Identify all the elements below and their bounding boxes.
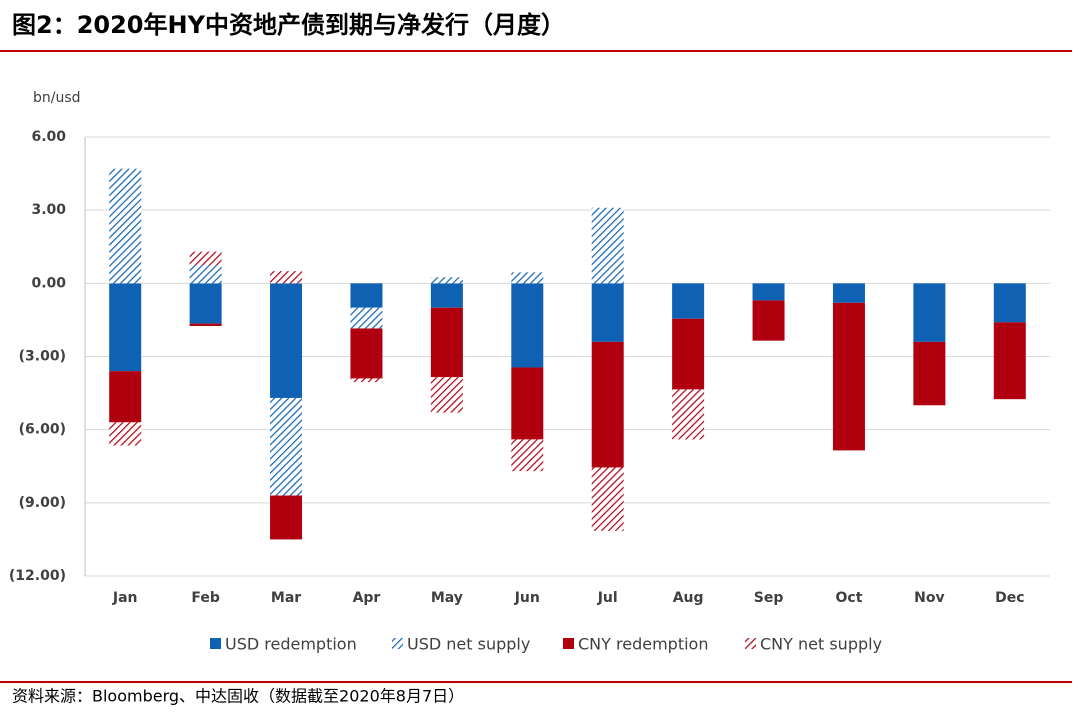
- bar-segment: [913, 283, 946, 342]
- x-tick-label: Jan: [112, 590, 138, 606]
- chart-title: 图2：2020年HY中资地产债到期与净发行（月度）: [12, 11, 565, 39]
- y-tick-label: (6.00): [19, 422, 66, 438]
- y-tick-label: 3.00: [31, 202, 66, 218]
- bar-segment: [430, 307, 463, 378]
- y-axis-label: bn/usd: [33, 90, 81, 106]
- bar-segment: [189, 251, 222, 266]
- legend-swatch: [563, 638, 574, 649]
- bar-segment: [591, 341, 624, 468]
- bar-segment: [672, 318, 705, 390]
- legend-swatch: [210, 638, 221, 649]
- x-tick-label: Oct: [836, 590, 863, 606]
- bar-segment: [430, 277, 463, 284]
- bar-segment: [270, 283, 303, 398]
- x-tick-label: Nov: [914, 590, 944, 606]
- x-tick-label: Aug: [673, 590, 704, 606]
- bar-segment: [752, 300, 785, 341]
- bar-segment: [993, 322, 1026, 400]
- bar-segment: [511, 272, 544, 284]
- y-tick-label: (3.00): [19, 349, 66, 365]
- legend-label: USD net supply: [407, 635, 530, 654]
- bar-segment: [350, 378, 383, 383]
- bar-segment: [832, 302, 865, 451]
- bar-segment: [189, 265, 222, 284]
- y-tick-label: 0.00: [31, 275, 66, 291]
- legend-swatch: [745, 638, 756, 649]
- x-tick-label: Apr: [353, 590, 381, 606]
- legend-swatch: [392, 638, 403, 649]
- x-tick-label: Feb: [191, 590, 220, 606]
- bar-segment: [109, 422, 142, 446]
- bar-segment: [672, 389, 705, 440]
- bar-segment: [993, 283, 1026, 323]
- bar-segment: [270, 271, 303, 284]
- legend-label: USD redemption: [225, 635, 357, 654]
- bar-segment: [189, 283, 222, 324]
- bar-segment: [270, 397, 303, 496]
- bar-segment: [270, 495, 303, 540]
- bar-segment: [430, 283, 463, 308]
- bar-segment: [350, 283, 383, 308]
- bar-segment: [350, 328, 383, 379]
- legend-label: CNY net supply: [760, 635, 882, 654]
- bar-segment: [752, 283, 785, 301]
- bar-segment: [913, 341, 946, 406]
- bar-segment: [591, 467, 624, 531]
- x-tick-label: Jun: [514, 590, 540, 606]
- bar-segment: [430, 377, 463, 413]
- bar-segment: [511, 283, 544, 368]
- y-tick-label: (12.00): [9, 568, 66, 584]
- x-tick-label: Jul: [597, 590, 618, 606]
- bar-segment: [591, 283, 624, 342]
- legend-label: CNY redemption: [578, 635, 708, 654]
- x-tick-label: May: [431, 590, 463, 606]
- bar-segment: [109, 168, 142, 284]
- x-tick-label: Sep: [754, 590, 784, 606]
- x-tick-label: Mar: [271, 590, 301, 606]
- bar-segment: [350, 307, 383, 329]
- y-tick-label: (9.00): [19, 495, 66, 511]
- bar-segment: [832, 283, 865, 303]
- bar-segment: [672, 283, 705, 319]
- source: 资料来源：Bloomberg、中达固收（数据截至2020年8月7日）: [12, 687, 464, 706]
- bar-segment: [511, 367, 544, 440]
- x-tick-label: Dec: [995, 590, 1024, 606]
- bar-segment: [591, 207, 624, 284]
- bar-segment: [109, 283, 142, 372]
- bar-segment: [109, 371, 142, 423]
- bar-segment: [189, 323, 222, 327]
- y-tick-label: 6.00: [31, 129, 66, 145]
- bar-segment: [511, 439, 544, 472]
